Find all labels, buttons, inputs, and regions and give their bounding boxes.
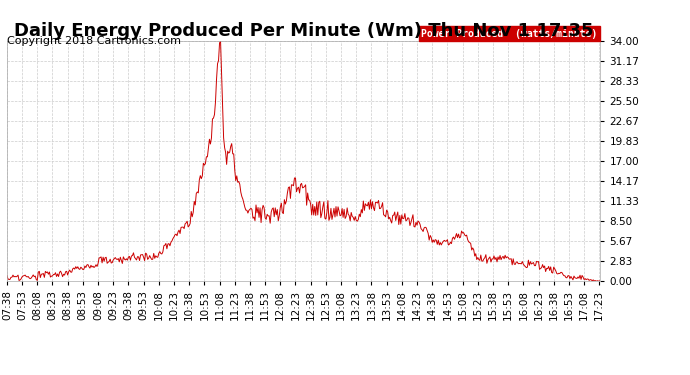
Title: Daily Energy Produced Per Minute (Wm) Thu Nov 1 17:35: Daily Energy Produced Per Minute (Wm) Th… [14, 22, 593, 40]
Text: Power Produced  (watts/minute): Power Produced (watts/minute) [421, 29, 598, 39]
Text: Copyright 2018 Cartronics.com: Copyright 2018 Cartronics.com [7, 36, 181, 46]
